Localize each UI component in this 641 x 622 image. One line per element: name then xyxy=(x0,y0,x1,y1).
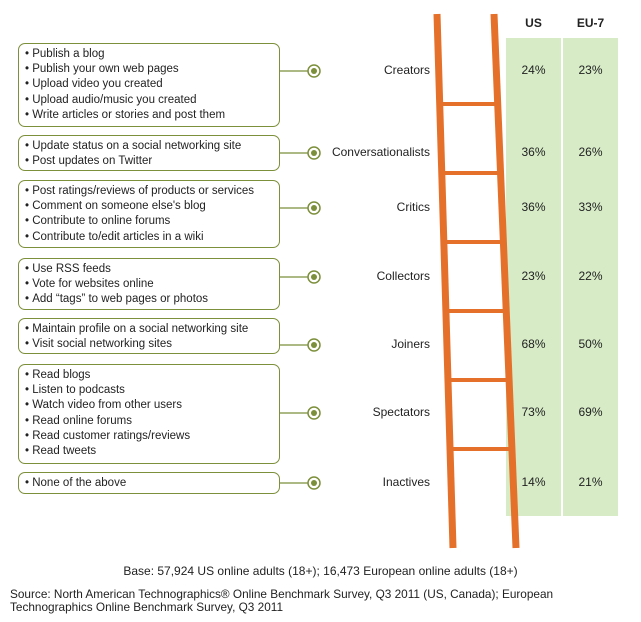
category-label: Collectors xyxy=(376,269,430,283)
activity-item: Read online forums xyxy=(25,414,273,429)
us-value: 73% xyxy=(521,405,546,419)
us-value: 24% xyxy=(521,63,546,77)
us-value: 36% xyxy=(521,145,546,159)
activity-box-collectors: Use RSS feedsVote for websites onlineAdd… xyxy=(18,258,280,310)
activity-item: Use RSS feeds xyxy=(25,262,273,277)
activity-item: Read customer ratings/reviews xyxy=(25,429,273,444)
activity-box-inactives: None of the above xyxy=(18,472,280,494)
eu-value: 33% xyxy=(578,200,603,214)
ladder-left-rail xyxy=(433,13,457,549)
activity-item: Upload video you created xyxy=(25,77,273,92)
activity-box-spectators: Read blogsListen to podcastsWatch video … xyxy=(18,364,280,464)
activity-item: Watch video from other users xyxy=(25,398,273,413)
source-note: Source: North American Technographics® O… xyxy=(10,587,554,614)
activity-box-critics: Post ratings/reviews of products or serv… xyxy=(18,180,280,248)
base-note: Base: 57,924 US online adults (18+); 16,… xyxy=(123,564,518,578)
eu-value: 50% xyxy=(578,337,603,351)
eu-column-background xyxy=(563,38,618,516)
activity-item: Read tweets xyxy=(25,444,273,459)
activity-item: Contribute to online forums xyxy=(25,214,273,229)
eu-value: 23% xyxy=(578,63,603,77)
connector-bullet-dot-icon xyxy=(311,410,317,416)
category-label: Conversationalists xyxy=(331,145,430,159)
connector-bullet-dot-icon xyxy=(311,205,317,211)
us-column-header: US xyxy=(525,16,542,30)
activity-item: Update status on a social networking sit… xyxy=(25,139,273,154)
us-value: 14% xyxy=(521,475,546,489)
connector-bullet-dot-icon xyxy=(311,480,317,486)
activity-item: Add “tags” to web pages or photos xyxy=(25,292,273,307)
activity-item: Write articles or stories and post them xyxy=(25,108,273,123)
activity-item: Post ratings/reviews of products or serv… xyxy=(25,184,273,199)
connector-bullet-dot-icon xyxy=(311,150,317,156)
category-label: Critics xyxy=(396,200,430,214)
category-label: Spectators xyxy=(372,405,430,419)
eu-column-header: EU-7 xyxy=(576,16,605,30)
activity-item: Publish your own web pages xyxy=(25,62,273,77)
activity-box-conversationalists: Update status on a social networking sit… xyxy=(18,135,280,171)
eu-value: 21% xyxy=(578,475,603,489)
activity-item: None of the above xyxy=(25,476,273,491)
activity-item: Listen to podcasts xyxy=(25,383,273,398)
category-label: Inactives xyxy=(382,475,430,489)
us-column-background xyxy=(506,38,561,516)
activity-item: Post updates on Twitter xyxy=(25,154,273,169)
connector-bullet-dot-icon xyxy=(311,342,317,348)
activity-item: Maintain profile on a social networking … xyxy=(25,322,273,337)
connector-bullet-dot-icon xyxy=(311,274,317,280)
activity-item: Vote for websites online xyxy=(25,277,273,292)
activity-box-joiners: Maintain profile on a social networking … xyxy=(18,318,280,354)
activity-item: Comment on someone else's blog xyxy=(25,199,273,214)
connector-bullet-dot-icon xyxy=(311,68,317,74)
us-value: 23% xyxy=(521,269,546,283)
activity-item: Contribute to/edit articles in a wiki xyxy=(25,230,273,245)
category-label: Creators xyxy=(383,63,430,77)
us-value: 36% xyxy=(521,200,546,214)
eu-value: 26% xyxy=(578,145,603,159)
category-label: Joiners xyxy=(391,337,430,351)
activity-item: Publish a blog xyxy=(25,47,273,62)
activity-item: Upload audio/music you created xyxy=(25,93,273,108)
us-value: 68% xyxy=(521,337,546,351)
activity-item: Read blogs xyxy=(25,368,273,383)
activity-box-creators: Publish a blogPublish your own web pages… xyxy=(18,43,280,127)
activity-item: Visit social networking sites xyxy=(25,337,273,352)
eu-value: 22% xyxy=(578,269,603,283)
eu-value: 69% xyxy=(578,405,603,419)
